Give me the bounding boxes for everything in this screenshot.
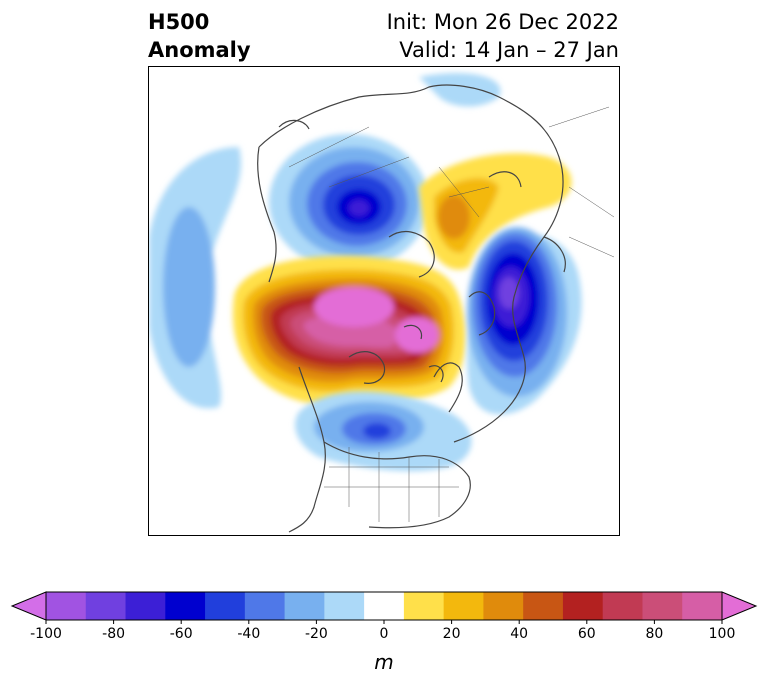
title-valid-range: Valid: 14 Jan – 27 Jan: [387, 36, 619, 64]
colorbar-cell: [563, 592, 603, 620]
colorbar-tick-label: 20: [443, 626, 461, 642]
colorbar-extend-max: [722, 592, 756, 620]
colorbar-cell: [165, 592, 205, 620]
colorbar-cell: [364, 592, 404, 620]
colorbar-cells: [46, 592, 723, 620]
colorbar-tick-label: 80: [645, 626, 663, 642]
colorbar-tick-label: -100: [30, 626, 62, 642]
negative-anomaly-north-pacific: [467, 227, 582, 415]
colorbar-cell: [444, 592, 484, 620]
colorbar-cell: [603, 592, 643, 620]
colorbar-tick-label: 100: [709, 626, 736, 642]
colorbar-cell: [245, 592, 285, 620]
colorbar-cell: [642, 592, 682, 620]
title-field-type: Anomaly: [148, 36, 251, 64]
negative-anomaly-siberia: [269, 134, 429, 270]
colorbar-cell: [285, 592, 325, 620]
colorbar-cell: [205, 592, 245, 620]
colorbar-cell: [324, 592, 364, 620]
colorbar-cell: [46, 592, 86, 620]
colorbar-cell: [682, 592, 722, 620]
map-title-right: Init: Mon 26 Dec 2022 Valid: 14 Jan – 27…: [387, 8, 619, 64]
title-init-date: Init: Mon 26 Dec 2022: [387, 8, 619, 36]
title-variable: H500: [148, 8, 251, 36]
colorbar: [0, 588, 768, 628]
colorbar-tick-marks: [46, 620, 722, 624]
positive-anomaly-arctic: [233, 256, 466, 405]
colorbar-cell: [404, 592, 444, 620]
colorbar-tick-label: 60: [578, 626, 596, 642]
colorbar-tick-label: 0: [380, 626, 389, 642]
colorbar-tick-label: -60: [170, 626, 193, 642]
negative-anomaly-top: [419, 73, 501, 106]
colorbar-cell: [523, 592, 563, 620]
colorbar-unit-label: m: [374, 650, 393, 674]
colorbar-tick-label: 40: [510, 626, 528, 642]
map-title-left: H500 Anomaly: [148, 8, 251, 64]
colorbar-tick-label: -80: [102, 626, 125, 642]
anomaly-map: [149, 67, 619, 535]
colorbar-extend-min: [12, 592, 46, 620]
colorbar-cell: [483, 592, 523, 620]
map-panel: [148, 66, 620, 536]
colorbar-cell: [126, 592, 166, 620]
negative-anomaly-west-lobe: [149, 147, 241, 408]
colorbar-cell: [86, 592, 126, 620]
colorbar-tick-label: -20: [305, 626, 328, 642]
colorbar-tick-label: -40: [237, 626, 260, 642]
